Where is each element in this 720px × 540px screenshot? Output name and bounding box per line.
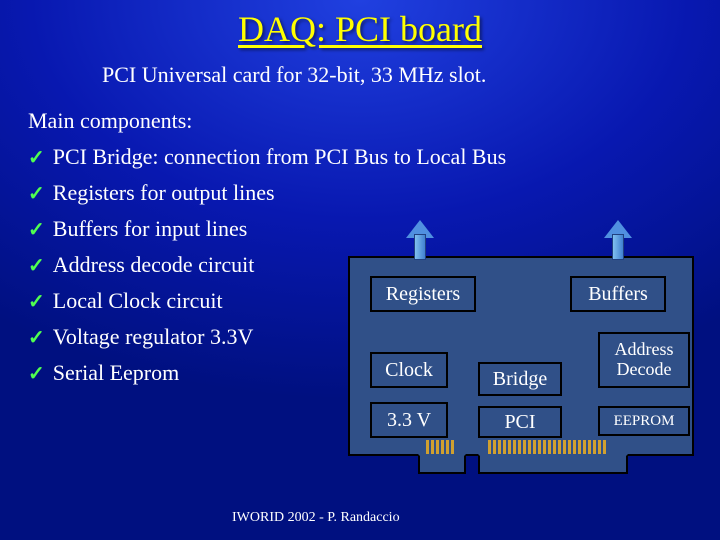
edge-connector xyxy=(418,454,466,474)
bullet-text: Address decode circuit xyxy=(53,252,255,278)
chip-bridge: Bridge xyxy=(478,362,562,396)
chip-address-decode: Address Decode xyxy=(598,332,690,388)
check-icon: ✓ xyxy=(28,181,45,206)
bullet-text: Buffers for input lines xyxy=(53,216,248,242)
arrow-up-icon xyxy=(604,220,632,260)
pci-pins xyxy=(426,440,454,454)
check-icon: ✓ xyxy=(28,145,45,170)
check-icon: ✓ xyxy=(28,325,45,350)
check-icon: ✓ xyxy=(28,253,45,278)
footer-text: IWORID 2002 - P. Randaccio xyxy=(232,510,400,526)
chip-volt: 3.3 V xyxy=(370,402,448,438)
chip-registers: Registers xyxy=(370,276,476,312)
pci-pins xyxy=(488,440,606,454)
chip-eeprom: EEPROM xyxy=(598,406,690,436)
section-label: Main components: xyxy=(28,108,720,134)
chip-pci: PCI xyxy=(478,406,562,438)
check-icon: ✓ xyxy=(28,361,45,386)
bullet-text: Serial Eeprom xyxy=(53,360,179,386)
check-icon: ✓ xyxy=(28,217,45,242)
page-title: DAQ: PCI board xyxy=(0,0,720,50)
chip-buffers: Buffers xyxy=(570,276,666,312)
arrow-up-icon xyxy=(406,220,434,260)
bullet-text: Voltage regulator 3.3V xyxy=(53,324,254,350)
check-icon: ✓ xyxy=(28,289,45,314)
pci-board-diagram: Registers Buffers Clock 3.3 V Bridge PCI… xyxy=(348,256,694,480)
edge-connector xyxy=(478,454,628,474)
bullet-text: Local Clock circuit xyxy=(53,288,223,314)
list-item: ✓ Registers for output lines xyxy=(28,180,720,206)
bullet-text: Registers for output lines xyxy=(53,180,275,206)
subtitle: PCI Universal card for 32-bit, 33 MHz sl… xyxy=(102,62,720,88)
chip-clock: Clock xyxy=(370,352,448,388)
bullet-text: PCI Bridge: connection from PCI Bus to L… xyxy=(53,144,506,170)
list-item: ✓ PCI Bridge: connection from PCI Bus to … xyxy=(28,144,720,170)
